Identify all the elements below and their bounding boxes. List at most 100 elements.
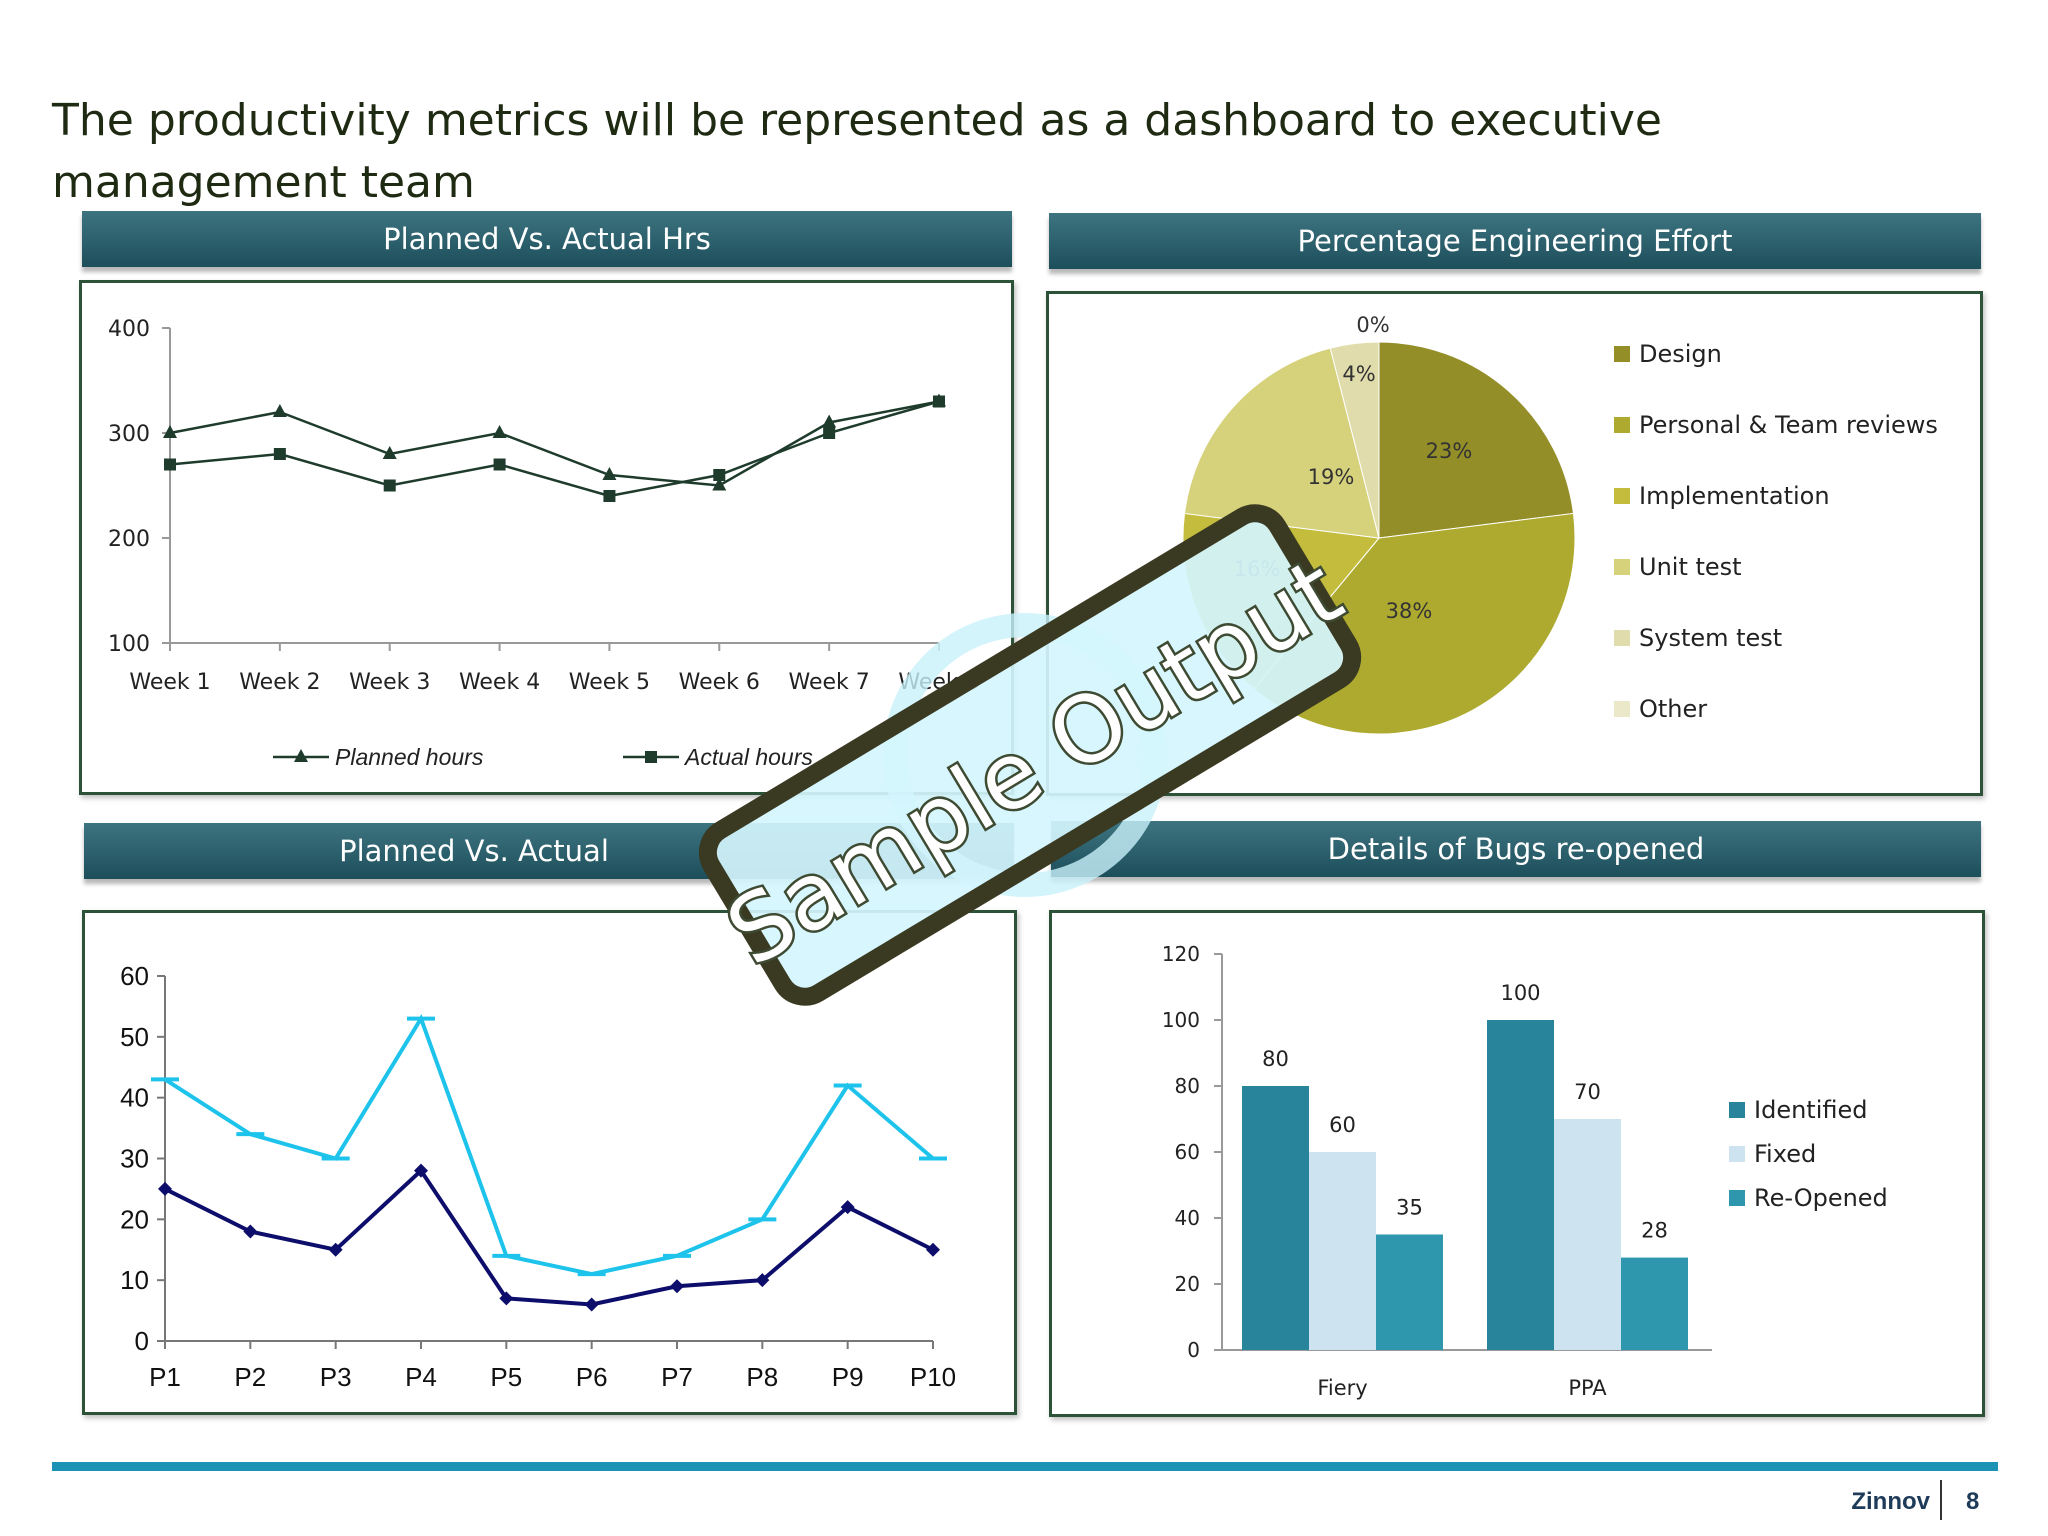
data-point — [755, 1273, 770, 1288]
legend-label: Unit test — [1639, 553, 1742, 581]
x-tick-label: P10 — [910, 1362, 956, 1392]
header-percentage-engineering-effort: Percentage Engineering Effort — [1049, 213, 1981, 269]
x-tick-label: Fiery — [1317, 1376, 1367, 1400]
header-label: Percentage Engineering Effort — [1297, 224, 1733, 258]
bar-value-label: 100 — [1500, 981, 1540, 1005]
y-tick-label: 300 — [108, 422, 150, 447]
x-tick-label: Week 8 — [898, 670, 979, 695]
slice-label: 4% — [1342, 362, 1375, 386]
header-planned-vs-actual-hrs: Planned Vs. Actual Hrs — [82, 211, 1012, 267]
data-point — [499, 1291, 514, 1306]
bar — [1487, 1020, 1554, 1350]
data-point — [670, 1279, 684, 1294]
bar — [1242, 1086, 1309, 1350]
legend-label: Re-Opened — [1754, 1184, 1888, 1212]
page-title: The productivity metrics will be represe… — [52, 95, 1662, 208]
data-point — [584, 1297, 599, 1312]
header-planned-vs-actual: Planned Vs. Actual — [84, 823, 1014, 879]
series-line — [169, 400, 940, 498]
y-tick-label: 0 — [1187, 1338, 1200, 1362]
data-point — [243, 1224, 258, 1239]
data-point — [158, 1181, 172, 1196]
legend-swatch — [1614, 417, 1630, 433]
hours-line-chart: 100 200 300 400 Week 1 Week 2 Week 3 Week 4 Week… — [108, 317, 980, 770]
effort-pie-chart: 23% 38% 16% 19% 4% 0% Design Personal & Team re… — [1182, 313, 1938, 735]
y-tick-label: 20 — [1175, 1272, 1200, 1296]
y-tick-label: 80 — [1175, 1074, 1200, 1098]
legend-marker — [645, 751, 657, 763]
bar — [1376, 1234, 1443, 1350]
projects-line-chart: 0 10 20 30 40 50 60 P1 P2 P3 P4 P5 P6 P7 P8 P9 P10 — [120, 961, 956, 1392]
legend-swatch — [1729, 1146, 1745, 1162]
legend-marker — [294, 749, 308, 762]
slice-label: 16% — [1234, 557, 1281, 581]
panel-projects-chart: 0 10 20 30 40 50 60 P1 P2 P3 P4 P5 P6 P7 P8 P9 P10 — [82, 910, 1017, 1415]
x-tick-label: P4 — [405, 1362, 437, 1392]
x-tick-label: P1 — [149, 1362, 181, 1392]
data-point — [414, 1163, 428, 1178]
data-point — [163, 425, 177, 438]
y-tick-label: 120 — [1162, 942, 1200, 966]
y-tick-label: 20 — [120, 1204, 149, 1234]
legend-swatch — [1729, 1190, 1745, 1206]
data-point — [492, 425, 507, 438]
legend-label: Fixed — [1754, 1140, 1816, 1168]
x-tick-label: Week 2 — [239, 670, 320, 695]
pie-slice — [1378, 341, 1575, 539]
y-tick-label: 60 — [120, 961, 149, 991]
footer-brand: Zinnov — [1851, 1488, 1930, 1515]
y-tick-label: 400 — [108, 317, 150, 342]
data-point — [602, 467, 617, 480]
x-tick-label: P5 — [490, 1362, 522, 1392]
slice-label: 38% — [1386, 599, 1433, 623]
data-point — [840, 1200, 855, 1215]
legend-label: Actual hours — [683, 744, 813, 770]
footer-separator — [1940, 1480, 1942, 1520]
data-point — [272, 404, 287, 417]
y-tick-label: 100 — [108, 632, 150, 657]
data-point — [926, 1242, 940, 1257]
bar-value-label: 80 — [1262, 1047, 1289, 1071]
x-tick-label: Week 7 — [789, 670, 870, 695]
y-tick-label: 50 — [120, 1022, 149, 1052]
legend-label: Implementation — [1639, 482, 1830, 510]
legend-label: Planned hours — [335, 744, 484, 770]
series-line — [163, 1013, 935, 1277]
bar-value-label: 28 — [1641, 1219, 1668, 1243]
data-point — [383, 479, 396, 492]
x-tick-label: Week 6 — [679, 670, 760, 695]
x-tick-label: P9 — [832, 1362, 864, 1392]
bar — [1621, 1257, 1688, 1350]
slice-label: 23% — [1426, 439, 1473, 463]
bar-value-label: 70 — [1574, 1080, 1601, 1104]
x-tick-label: Week 1 — [129, 670, 210, 695]
panel-hours-chart: 100 200 300 400 Week 1 Week 2 Week 3 Week 4 Week… — [79, 280, 1014, 795]
series-line — [169, 400, 940, 487]
data-point — [603, 490, 616, 502]
y-tick-label: 40 — [120, 1083, 149, 1113]
x-tick-label: P6 — [576, 1362, 608, 1392]
x-tick-label: P3 — [320, 1362, 352, 1392]
y-tick-label: 0 — [135, 1326, 149, 1356]
slice-label: 19% — [1308, 465, 1355, 489]
slice-label: 0% — [1356, 313, 1389, 337]
legend-label: Other — [1639, 695, 1707, 723]
data-point — [382, 446, 397, 459]
x-tick-label: Week 5 — [569, 670, 650, 695]
data-point — [493, 458, 506, 471]
bugs-bar-chart: 0 20 40 60 80 100 120 80 60 35 Fiery 100 70 28 PPA Iden… — [1162, 942, 1888, 1400]
pie-slice — [1183, 347, 1380, 539]
data-point — [273, 448, 286, 460]
x-tick-label: Week 4 — [459, 670, 540, 695]
bar-value-label: 60 — [1329, 1113, 1356, 1137]
bar — [1554, 1119, 1621, 1350]
header-details-of-bugs: Details of Bugs re-opened — [1051, 821, 1981, 877]
bar-value-label: 35 — [1396, 1196, 1423, 1220]
legend-swatch — [1614, 488, 1630, 504]
header-label: Planned Vs. Actual Hrs — [383, 222, 711, 256]
legend-label: System test — [1639, 624, 1782, 652]
series-line — [164, 1167, 934, 1307]
y-tick-label: 60 — [1175, 1140, 1200, 1164]
data-point — [823, 427, 836, 439]
data-point — [933, 395, 945, 408]
